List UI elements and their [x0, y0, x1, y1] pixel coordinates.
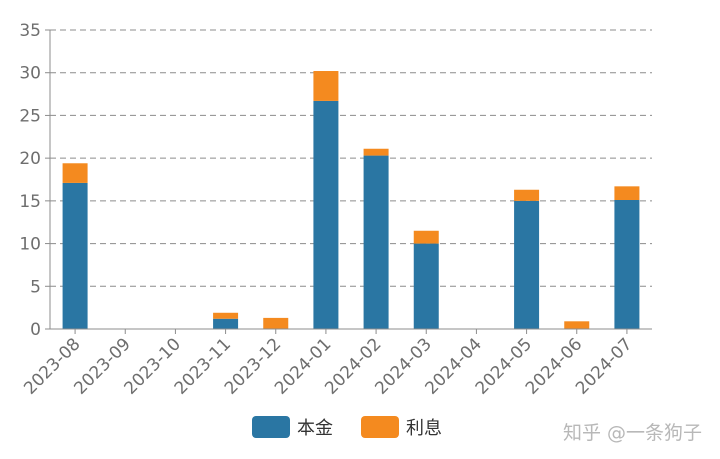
grid-lines	[50, 29, 652, 287]
y-axis-ticks: 0 5 10 15 20 25 30 35	[19, 21, 50, 340]
bar-interest	[62, 163, 88, 183]
bar-principal	[614, 200, 640, 329]
bar-interest	[514, 189, 540, 201]
bar-interest	[363, 148, 389, 156]
y-tick-label: 20	[19, 149, 41, 169]
legend-swatch	[252, 416, 290, 438]
bar-interest	[413, 230, 439, 244]
bar-interest	[263, 317, 289, 329]
bar-principal	[413, 243, 439, 329]
legend-label: 本金	[297, 418, 333, 439]
legend-label: 利息	[406, 418, 442, 439]
y-tick-label: 10	[19, 235, 41, 255]
bars	[62, 71, 640, 329]
bar-interest	[614, 186, 640, 201]
y-tick-label: 25	[19, 106, 41, 126]
bar-principal	[514, 200, 540, 329]
bar-principal	[363, 155, 389, 329]
y-tick-label: 30	[19, 64, 41, 84]
x-axis-ticks: 2023-082023-092023-102023-112023-122024-…	[20, 329, 636, 399]
bar-interest	[313, 71, 339, 101]
bar-interest	[564, 321, 590, 329]
bar-interest	[213, 312, 239, 319]
y-tick-label: 0	[30, 320, 41, 340]
axes	[49, 30, 652, 330]
bar-principal	[62, 182, 88, 329]
y-tick-label: 35	[19, 21, 41, 41]
bar-principal	[313, 100, 339, 329]
y-tick-label: 5	[30, 277, 41, 297]
bar-principal	[213, 318, 239, 329]
y-tick-label: 15	[19, 192, 41, 212]
watermark: 知乎 @一条狗子	[562, 422, 702, 444]
legend: 本金 利息	[252, 416, 442, 439]
legend-swatch	[361, 416, 399, 438]
